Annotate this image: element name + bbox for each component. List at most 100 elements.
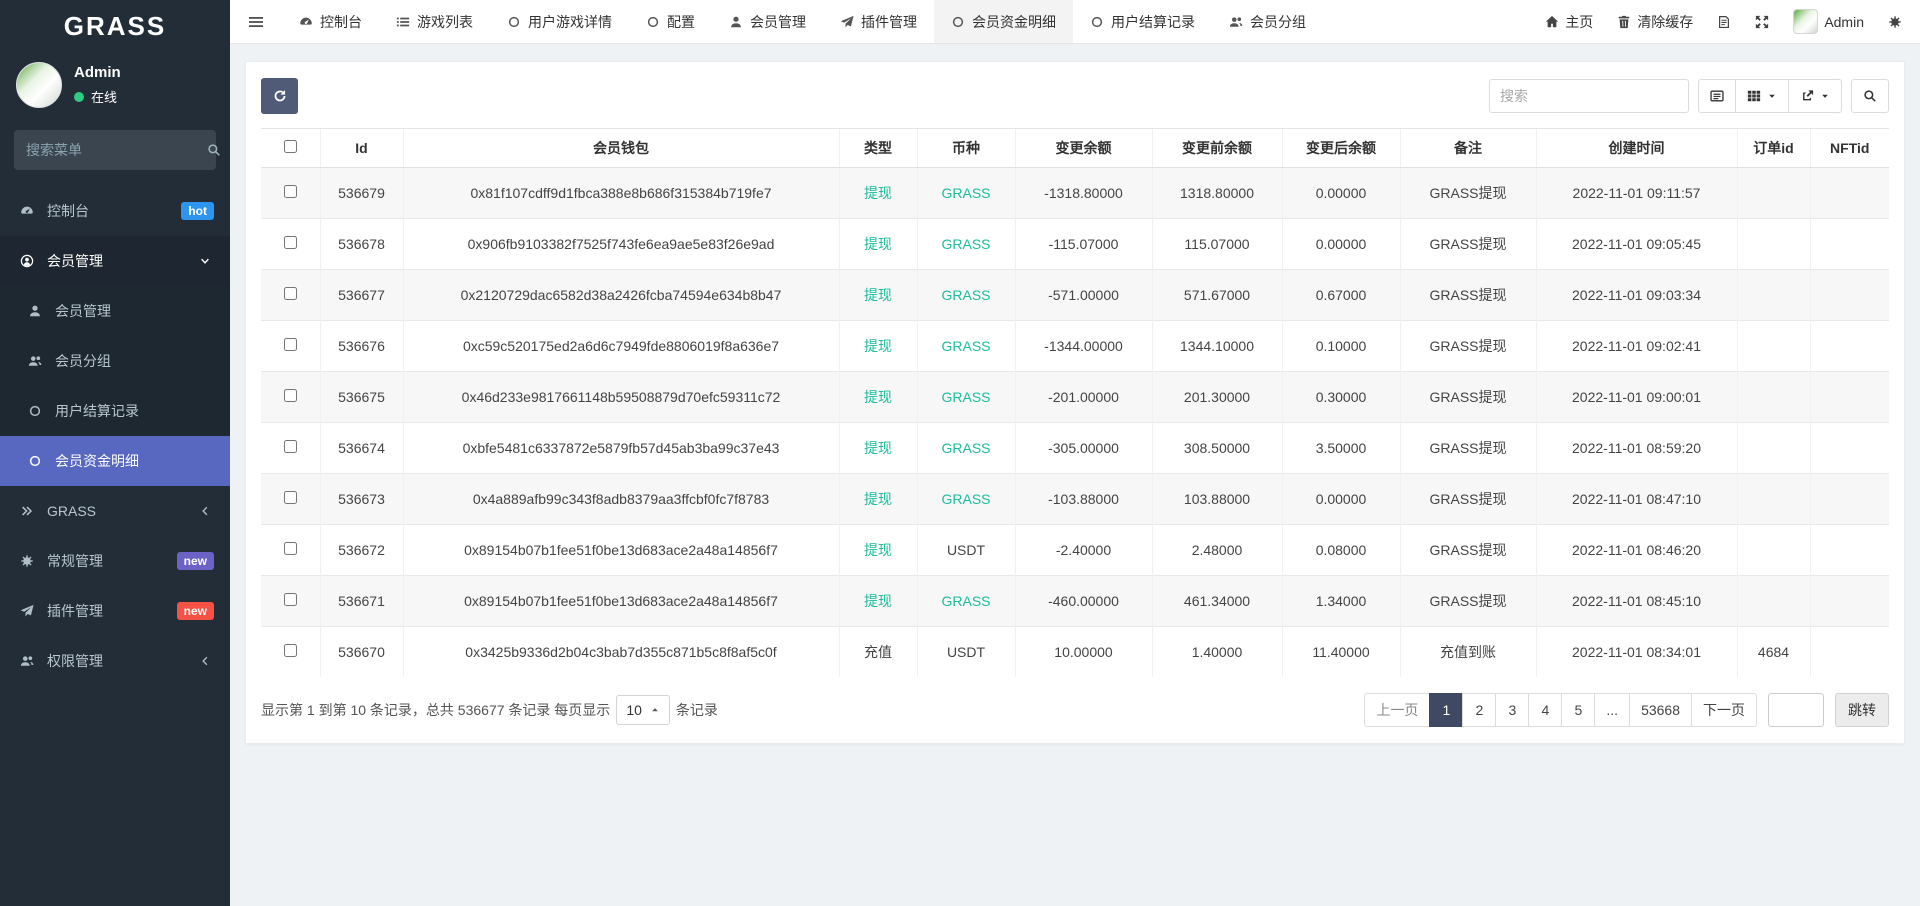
page-button[interactable]: 5 [1561, 693, 1596, 727]
select-all-checkbox[interactable] [283, 140, 297, 153]
cell-created: 2022-11-01 09:00:01 [1535, 371, 1737, 423]
row-checkbox[interactable] [283, 236, 297, 249]
tab-fund-detail[interactable]: 会员资金明细 [934, 0, 1073, 43]
page-button-active[interactable]: 1 [1429, 693, 1464, 727]
page-button[interactable]: 4 [1528, 693, 1563, 727]
sidebar-item-grass[interactable]: GRASS [0, 486, 230, 536]
sidebar-item-member-mgmt[interactable]: 会员管理 [0, 236, 230, 286]
sidebar-item-member-group[interactable]: 会员分组 [0, 336, 230, 386]
clear-cache-button[interactable]: 清除缓存 [1605, 0, 1705, 43]
column-header-currency[interactable]: 币种 [916, 128, 1015, 168]
page-size-select[interactable]: 10 [616, 695, 670, 725]
cell-type[interactable]: 提现 [838, 575, 917, 627]
row-checkbox[interactable] [283, 593, 297, 606]
export-dropdown-button[interactable] [1788, 79, 1842, 113]
tab-user-game-detail[interactable]: 用户游戏详情 [490, 0, 629, 43]
sidebar-item-dashboard[interactable]: 控制台 hot [0, 186, 230, 236]
page-button[interactable]: 53668 [1629, 693, 1692, 727]
table-search-input[interactable] [1489, 79, 1689, 113]
circle-o-icon [1090, 15, 1104, 29]
cell-currency[interactable]: GRASS [916, 218, 1015, 270]
tab-dashboard[interactable]: 控制台 [282, 0, 379, 43]
settings-button[interactable] [1876, 0, 1914, 43]
tab-member-group[interactable]: 会员分组 [1212, 0, 1323, 43]
sidebar-item-auth-mgmt[interactable]: 权限管理 [0, 636, 230, 686]
sidebar-item-fund-detail[interactable]: 会员资金明细 [0, 436, 230, 486]
cell-currency[interactable]: GRASS [916, 575, 1015, 627]
cell-currency[interactable]: GRASS [916, 473, 1015, 525]
row-select-cell [261, 218, 320, 270]
page-button[interactable]: 上一页 [1364, 693, 1431, 727]
column-header-before[interactable]: 变更前余额 [1151, 128, 1282, 168]
sidebar-toggle-button[interactable] [230, 0, 282, 43]
column-header-after[interactable]: 变更后余额 [1281, 128, 1400, 168]
page-jump-input[interactable] [1768, 693, 1824, 727]
row-checkbox[interactable] [283, 491, 297, 504]
row-checkbox[interactable] [283, 287, 297, 300]
brand-logo[interactable]: GRASS [63, 10, 167, 41]
cell-type[interactable]: 提现 [838, 422, 917, 474]
page-button[interactable]: 2 [1462, 693, 1497, 727]
cell-type[interactable]: 提现 [838, 320, 917, 372]
sidebar-search-input[interactable] [26, 142, 207, 158]
common-search-toggle-button[interactable] [1698, 79, 1736, 113]
sidebar-item-settle-record[interactable]: 用户结算记录 [0, 386, 230, 436]
online-dot-icon [74, 91, 84, 102]
sidebar-item-label: 会员分组 [55, 353, 111, 369]
tab-member-mgmt[interactable]: 会员管理 [712, 0, 823, 43]
cell-currency[interactable]: GRASS [916, 371, 1015, 423]
cell-currency[interactable]: GRASS [916, 167, 1015, 219]
export-icon [1800, 89, 1814, 103]
cell-type[interactable]: 提现 [838, 371, 917, 423]
cell-before: 308.50000 [1151, 422, 1282, 474]
row-checkbox[interactable] [283, 644, 297, 657]
column-header-nft_id[interactable]: NFTid [1809, 128, 1889, 168]
home-link[interactable]: 主页 [1533, 0, 1605, 43]
cell-nft_id [1809, 524, 1889, 576]
cell-currency[interactable]: GRASS [916, 269, 1015, 321]
tab-game-list[interactable]: 游戏列表 [379, 0, 490, 43]
column-header-change[interactable]: 变更余额 [1014, 128, 1152, 168]
sidebar-item-addon-mgmt[interactable]: 插件管理 new [0, 586, 230, 636]
row-checkbox[interactable] [283, 389, 297, 402]
search-icon[interactable] [207, 143, 221, 157]
page-jump-button[interactable]: 跳转 [1835, 693, 1889, 727]
row-checkbox[interactable] [283, 338, 297, 351]
page-button[interactable]: 下一页 [1691, 693, 1757, 727]
columns-dropdown-button[interactable] [1735, 79, 1789, 113]
row-checkbox[interactable] [283, 440, 297, 453]
cogs-icon [18, 554, 36, 568]
page-button[interactable]: 3 [1495, 693, 1530, 727]
log-button[interactable] [1705, 0, 1743, 43]
column-header-wallet[interactable]: 会员钱包 [402, 128, 839, 168]
tab-addon-mgmt[interactable]: 插件管理 [823, 0, 934, 43]
sidebar-item-general-mgmt[interactable]: 常规管理 new [0, 536, 230, 586]
page-button[interactable]: ... [1594, 693, 1631, 727]
refresh-button[interactable] [261, 78, 298, 114]
cell-currency[interactable]: GRASS [916, 422, 1015, 474]
tab-config[interactable]: 配置 [629, 0, 712, 43]
sidebar-item-member-list[interactable]: 会员管理 [0, 286, 230, 336]
fullscreen-button[interactable] [1743, 0, 1781, 43]
column-header-remark[interactable]: 备注 [1399, 128, 1536, 168]
user-menu[interactable]: Admin [1781, 0, 1876, 43]
column-header-id[interactable]: Id [319, 128, 403, 168]
cell-type[interactable]: 提现 [838, 269, 917, 321]
cell-wallet: 0x81f107cdff9d1fbca388e8b686f315384b719f… [402, 167, 839, 219]
table-footer: 显示第 1 到第 10 条记录，总共 536677 条记录 每页显示 10 条记… [261, 693, 1889, 727]
search-submit-button[interactable] [1851, 79, 1889, 113]
cell-type[interactable]: 提现 [838, 524, 917, 576]
table-row: 536678 0x906fb9103382f7525f743fe6ea9ae5e8… [261, 218, 1889, 270]
tab-settle-record[interactable]: 用户结算记录 [1073, 0, 1212, 43]
row-checkbox[interactable] [283, 542, 297, 555]
column-header-order_id[interactable]: 订单id [1736, 128, 1810, 168]
cell-type[interactable]: 提现 [838, 473, 917, 525]
cell-after: 0.08000 [1281, 524, 1400, 576]
pagination: 上一页 1 2 3 4 5... 53668 下一页 [1364, 693, 1757, 727]
column-header-type[interactable]: 类型 [838, 128, 917, 168]
cell-currency[interactable]: GRASS [916, 320, 1015, 372]
cell-type[interactable]: 提现 [838, 218, 917, 270]
row-checkbox[interactable] [283, 185, 297, 198]
cell-type[interactable]: 提现 [838, 167, 917, 219]
column-header-created[interactable]: 创建时间 [1535, 128, 1737, 168]
